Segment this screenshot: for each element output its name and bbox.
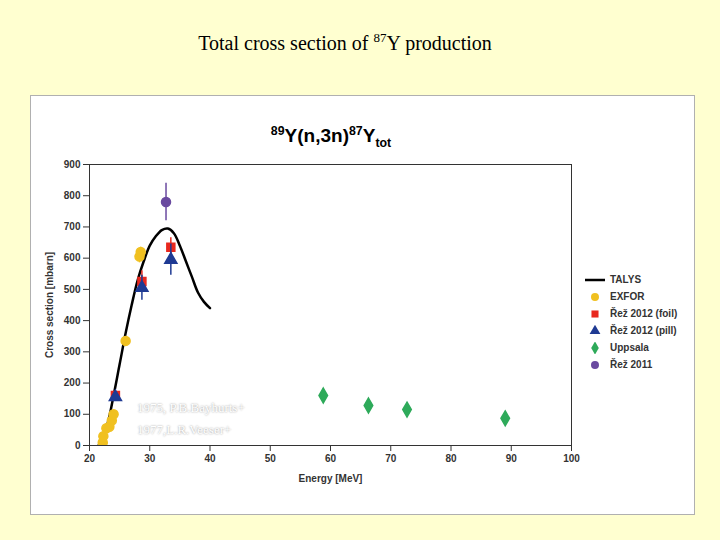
html-text:Řež 2011: Řež 2011 [610,359,653,370]
html-text:EXFOR: EXFOR [610,291,645,302]
svg-text:70: 70 [385,453,397,464]
svg-text:80: 80 [445,453,457,464]
svg-text:90: 90 [506,453,518,464]
svg-text:Cross section [mbarn]: Cross section [mbarn] [44,252,55,358]
svg-text:400: 400 [64,315,81,326]
svg-text:50: 50 [265,453,277,464]
svg-text:40: 40 [204,453,216,464]
html-text:Uppsala: Uppsala [610,342,649,353]
html-text:89Y(n,3n)87Ytot: 89Y(n,3n)87Ytot [270,124,392,151]
svg-text:20: 20 [84,453,96,464]
svg-text:60: 60 [325,453,337,464]
svg-text:900: 900 [64,159,81,170]
html-text:Řež 2012 (pill): Řež 2012 (pill) [610,325,677,336]
html-text:Total cross section of87Y prod: Total cross section of87Y production [198,30,492,54]
svg-text:800: 800 [64,190,81,201]
svg-text:600: 600 [64,252,81,263]
svg-text:100: 100 [563,453,580,464]
svg-text:30: 30 [144,453,156,464]
svg-text:Energy [MeV]: Energy [MeV] [299,473,363,484]
svg-text:200: 200 [64,377,81,388]
svg-text:700: 700 [64,221,81,232]
svg-text:500: 500 [64,284,81,295]
svg-text:100: 100 [64,408,81,419]
html-text:1975, P.B.Bayhurts+: 1975, P.B.Bayhurts+ [137,400,245,415]
html-text:1977,L.R.Veeser+: 1977,L.R.Veeser+ [137,422,232,437]
svg-text:0: 0 [75,440,81,451]
html-text:Řež 2012 (foil): Řež 2012 (foil) [610,308,678,319]
svg-text:300: 300 [64,346,81,357]
html-text:TALYS: TALYS [610,274,642,285]
